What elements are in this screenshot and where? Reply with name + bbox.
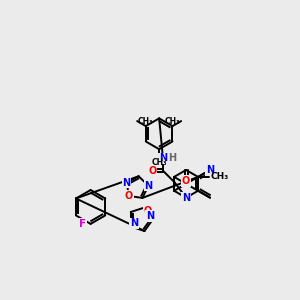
Text: CH₃: CH₃ <box>165 117 180 126</box>
Text: CH₃: CH₃ <box>210 172 229 182</box>
Text: F: F <box>79 219 86 229</box>
Text: CH₃: CH₃ <box>138 117 153 126</box>
Text: O: O <box>143 206 152 216</box>
Text: N: N <box>159 153 167 164</box>
Text: N: N <box>130 218 138 228</box>
Text: N: N <box>206 165 214 175</box>
Text: O: O <box>148 166 156 176</box>
Text: H: H <box>168 153 176 164</box>
Text: N: N <box>182 193 190 203</box>
Text: O: O <box>125 191 133 201</box>
Text: N: N <box>123 178 131 188</box>
Text: N: N <box>144 181 152 191</box>
Text: O: O <box>182 176 190 186</box>
Text: N: N <box>146 211 154 221</box>
Text: CH₃: CH₃ <box>152 158 167 167</box>
